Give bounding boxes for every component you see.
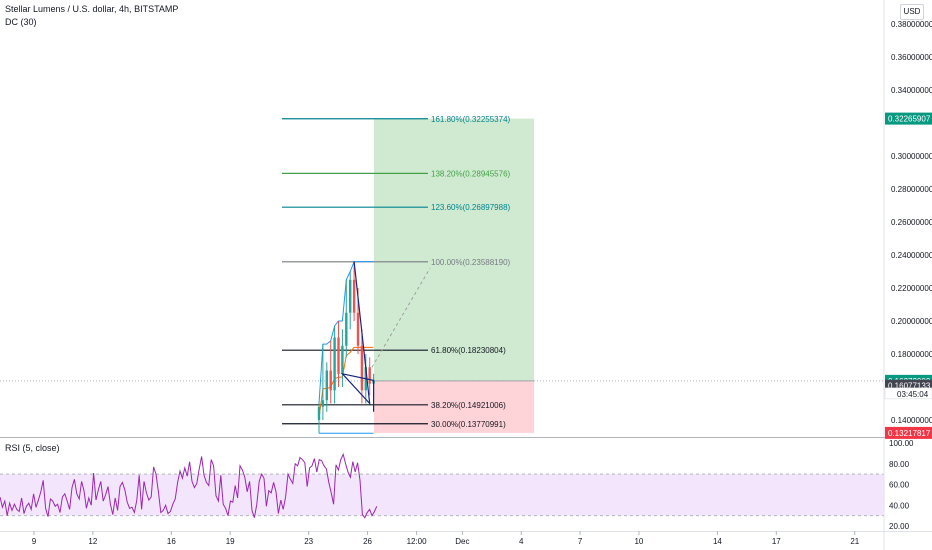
projection-dashed-line bbox=[371, 267, 431, 368]
candle-body[interactable] bbox=[341, 345, 344, 374]
rsi-tick-label: 80.00 bbox=[889, 460, 910, 469]
pattern-drawing[interactable] bbox=[340, 261, 375, 412]
fib-level-label: 123.60%(0.26897988) bbox=[431, 203, 511, 212]
time-tick-label: 4 bbox=[519, 537, 524, 546]
price-tick-label: 0.38000000 bbox=[891, 20, 932, 29]
price-scale-background bbox=[884, 0, 932, 550]
symbol-title[interactable]: Stellar Lumens / U.S. dollar, 4h, BITSTA… bbox=[5, 4, 179, 14]
price-tick-label: 0.20000000 bbox=[891, 317, 932, 326]
price-tag-label: 0.16077133 bbox=[888, 382, 931, 391]
countdown-label: 03:45:04 bbox=[897, 390, 929, 399]
time-tick-label: 23 bbox=[304, 537, 313, 546]
time-tick-label: 21 bbox=[850, 537, 859, 546]
price-tick-label: 0.24000000 bbox=[891, 251, 932, 260]
rsi-tick-label: 40.00 bbox=[889, 501, 910, 510]
time-tick-label: 9 bbox=[32, 537, 37, 546]
price-tag-label: 0.13217817 bbox=[888, 429, 931, 438]
fib-level-label: 100.00%(0.23588190) bbox=[431, 258, 511, 267]
time-tick-label: 17 bbox=[772, 537, 781, 546]
time-tick-label: 19 bbox=[226, 537, 235, 546]
candle-body[interactable] bbox=[352, 279, 356, 313]
price-tick-label: 0.22000000 bbox=[891, 284, 932, 293]
time-tick-label: 14 bbox=[713, 537, 722, 546]
price-tick-label: 0.14000000 bbox=[891, 416, 932, 425]
price-tick-label: 0.26000000 bbox=[891, 218, 932, 227]
candle-body[interactable] bbox=[360, 345, 364, 391]
rsi-tick-label: 100.00 bbox=[889, 439, 914, 448]
rsi-tick-label: 20.00 bbox=[889, 522, 910, 531]
candle-body[interactable] bbox=[337, 337, 340, 374]
price-tag bbox=[885, 112, 932, 125]
price-tick-label: 0.30000000 bbox=[891, 152, 932, 161]
price-tick-label: 0.18000000 bbox=[891, 350, 932, 359]
candle-body[interactable] bbox=[345, 312, 348, 346]
price-tick-label: 0.36000000 bbox=[891, 53, 932, 62]
indicator-label-dc[interactable]: DC (30) bbox=[5, 17, 37, 27]
time-tick-label: 7 bbox=[578, 537, 583, 546]
candle-body[interactable] bbox=[349, 279, 352, 313]
rsi-panel[interactable] bbox=[0, 452, 884, 519]
price-tag-label: 0.32265907 bbox=[888, 115, 931, 124]
time-tick-label: 12 bbox=[88, 537, 97, 546]
long-position-profit-zone[interactable] bbox=[374, 118, 534, 381]
fib-level-label: 161.80%(0.32255374) bbox=[431, 115, 511, 124]
candle-body[interactable] bbox=[321, 400, 325, 407]
time-tick-label: 12:00 bbox=[407, 537, 428, 546]
fib-level-label: 38.20%(0.14921006) bbox=[431, 401, 506, 410]
price-tag bbox=[885, 426, 932, 439]
candle-body[interactable] bbox=[329, 370, 332, 391]
candle-body[interactable] bbox=[317, 406, 321, 420]
currency-button[interactable]: USD bbox=[900, 4, 924, 20]
candle-body[interactable] bbox=[333, 337, 336, 391]
price-panel[interactable]: 161.80%(0.32255374) 138.20%(0.28945576) 12… bbox=[0, 115, 884, 434]
candle-body[interactable] bbox=[368, 367, 371, 384]
rsi-tick-label: 60.00 bbox=[889, 481, 910, 490]
time-tick-label: Dec bbox=[455, 537, 469, 546]
candle-body[interactable] bbox=[325, 370, 328, 401]
fib-level-label: 138.20%(0.28945576) bbox=[431, 169, 511, 178]
fib-level-label: 30.00%(0.13770991) bbox=[431, 420, 506, 429]
indicator-label-rsi[interactable]: RSI (5, close) bbox=[5, 443, 60, 453]
time-tick-label: 16 bbox=[167, 537, 176, 546]
price-tick-label: 0.34000000 bbox=[891, 86, 932, 95]
price-tick-label: 0.28000000 bbox=[891, 185, 932, 194]
time-tick-label: 10 bbox=[634, 537, 643, 546]
time-tick-label: 26 bbox=[363, 537, 372, 546]
rsi-line[interactable] bbox=[0, 452, 378, 519]
candle-body[interactable] bbox=[356, 312, 360, 346]
fib-level-label: 61.80%(0.18230804) bbox=[431, 346, 506, 355]
countdown-box bbox=[884, 387, 932, 400]
